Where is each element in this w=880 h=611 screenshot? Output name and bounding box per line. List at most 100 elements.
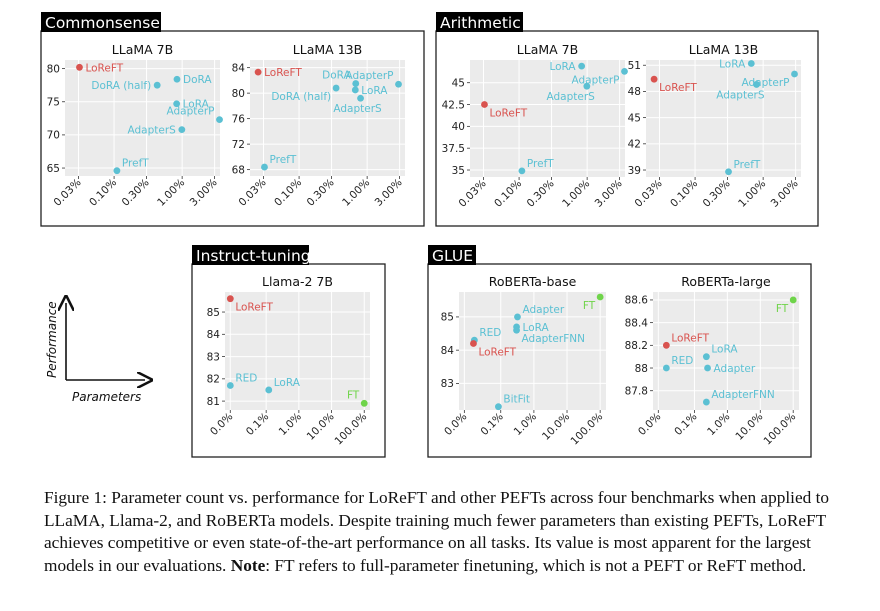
point-adapterfnn	[702, 398, 710, 406]
point-dora	[173, 75, 181, 83]
plot-area	[459, 292, 606, 410]
y-tick-label: 82	[207, 374, 220, 386]
section-tab-arithmetic	[436, 12, 523, 32]
point-label-adapterp: AdapterP	[742, 77, 790, 89]
figure-caption: Figure 1: Parameter count vs. performanc…	[44, 487, 844, 577]
point-red	[226, 382, 234, 389]
point-label-ft: FT	[583, 300, 596, 312]
point-label-red: RED	[479, 327, 501, 339]
section-tab-commonsense	[41, 12, 161, 32]
point-loreft	[254, 68, 262, 76]
point-lora	[578, 62, 586, 70]
point-ft	[789, 296, 797, 304]
y-tick-label: 80	[47, 63, 60, 75]
y-tick-label: 84	[207, 329, 221, 341]
section-tab-label-instruct-tuning: Instruct-tuning	[196, 247, 311, 265]
performance-label: Performance	[45, 301, 59, 378]
point-loreft	[470, 340, 477, 347]
point-label-lora: LoRA	[183, 99, 210, 111]
y-tick-label: 75	[47, 97, 60, 109]
y-tick-label: 40	[452, 121, 465, 133]
y-tick-label: 72	[232, 139, 245, 151]
y-tick-label: 35	[452, 165, 465, 177]
point-adapterp	[216, 116, 223, 124]
caption-text-1: Figure 1: Parameter count vs. performanc…	[44, 488, 830, 575]
point-ft	[596, 293, 604, 301]
y-tick-label: 80	[232, 88, 245, 100]
plot-title: LLaMA 13B	[293, 42, 362, 57]
point-preft	[113, 167, 121, 175]
y-tick-label: 39	[628, 165, 641, 177]
y-tick-label: 85	[207, 307, 220, 319]
point-adapter	[514, 313, 521, 321]
point-label-adapters: AdapterS	[333, 103, 382, 115]
section-tab-label-arithmetic: Arithmetic	[440, 14, 521, 32]
point-label-adapters: AdapterS	[128, 125, 177, 137]
point-label-dora: DoRA	[183, 74, 212, 86]
point-label-adapterp: AdapterP	[167, 106, 215, 118]
y-tick-label: 88.4	[625, 317, 649, 329]
point-bitfit	[495, 403, 502, 411]
point-label-loreft: LoReFT	[235, 302, 273, 314]
plot-title: RoBERTa-base	[489, 274, 577, 289]
y-tick-label: 70	[47, 130, 60, 142]
point-label-preft: PrefT	[734, 159, 761, 171]
point-label-bitfit: BitFit	[503, 394, 530, 406]
parameters-label: Parameters	[72, 390, 141, 404]
plot-title: LLaMA 7B	[112, 42, 173, 57]
y-tick-label: 83	[441, 378, 454, 390]
point-label-preft: PrefT	[269, 154, 296, 166]
plot-area	[65, 60, 220, 176]
point-adapterfnn	[513, 326, 520, 334]
point-label-ft: FT	[347, 389, 360, 401]
point-label-ft: FT	[776, 303, 789, 315]
point-lora	[747, 60, 755, 67]
point-label-dora-half: DoRA (half)	[271, 91, 331, 103]
point-adapter	[704, 364, 711, 372]
point-adapters	[753, 81, 760, 88]
y-tick-label: 84	[441, 345, 455, 357]
point-label-lora: LoRA	[711, 344, 738, 356]
axis-legend: Performance Parameters	[45, 301, 145, 404]
point-loreft	[226, 295, 234, 303]
point-label-loreft: LoReFT	[671, 332, 709, 344]
point-label-lora: LoRA	[523, 322, 550, 334]
point-label-preft: PrefT	[122, 158, 149, 170]
point-label-loreft: LoReFT	[659, 82, 697, 94]
plot-area	[646, 60, 801, 177]
y-tick-label: 51	[628, 60, 641, 72]
point-adapters	[357, 94, 364, 102]
section-tab-label-commonsense: Commonsense	[45, 14, 160, 32]
point-label-loreft: LoReFT	[264, 67, 302, 79]
point-label-dora-half: DoRA (half)	[91, 80, 151, 92]
point-label-red: RED	[671, 355, 693, 367]
y-tick-label: 88	[635, 363, 648, 375]
point-preft	[725, 168, 732, 176]
y-tick-label: 85	[441, 312, 454, 324]
y-tick-label: 76	[232, 113, 246, 125]
y-tick-label: 42	[628, 139, 641, 151]
point-label-adapterp: AdapterP	[572, 74, 620, 86]
point-label-dora: DoRA	[322, 70, 351, 82]
plot-area	[470, 60, 625, 177]
y-tick-label: 37.5	[442, 143, 465, 155]
point-lora	[173, 100, 181, 108]
point-label-loreft: LoReFT	[489, 108, 527, 120]
point-adapterp	[791, 70, 798, 78]
y-tick-label: 81	[207, 396, 220, 408]
point-label-loreft: LoReFT	[85, 62, 123, 74]
point-label-lora: LoRA	[549, 61, 576, 73]
point-adapters	[178, 126, 186, 133]
point-dora	[352, 80, 360, 87]
point-label-preft: PrefT	[527, 158, 554, 170]
y-tick-label: 88.2	[625, 340, 648, 352]
y-tick-label: 48	[628, 86, 641, 98]
point-label-adapters: AdapterS	[716, 89, 765, 101]
figure-canvas: Commonsense Arithmetic Instruct-tuning G…	[40, 12, 819, 458]
point-lora	[265, 386, 273, 394]
point-preft	[261, 163, 268, 171]
point-dora-half	[332, 84, 340, 92]
point-preft	[518, 167, 526, 175]
plot-title: Llama-2 7B	[262, 274, 333, 289]
